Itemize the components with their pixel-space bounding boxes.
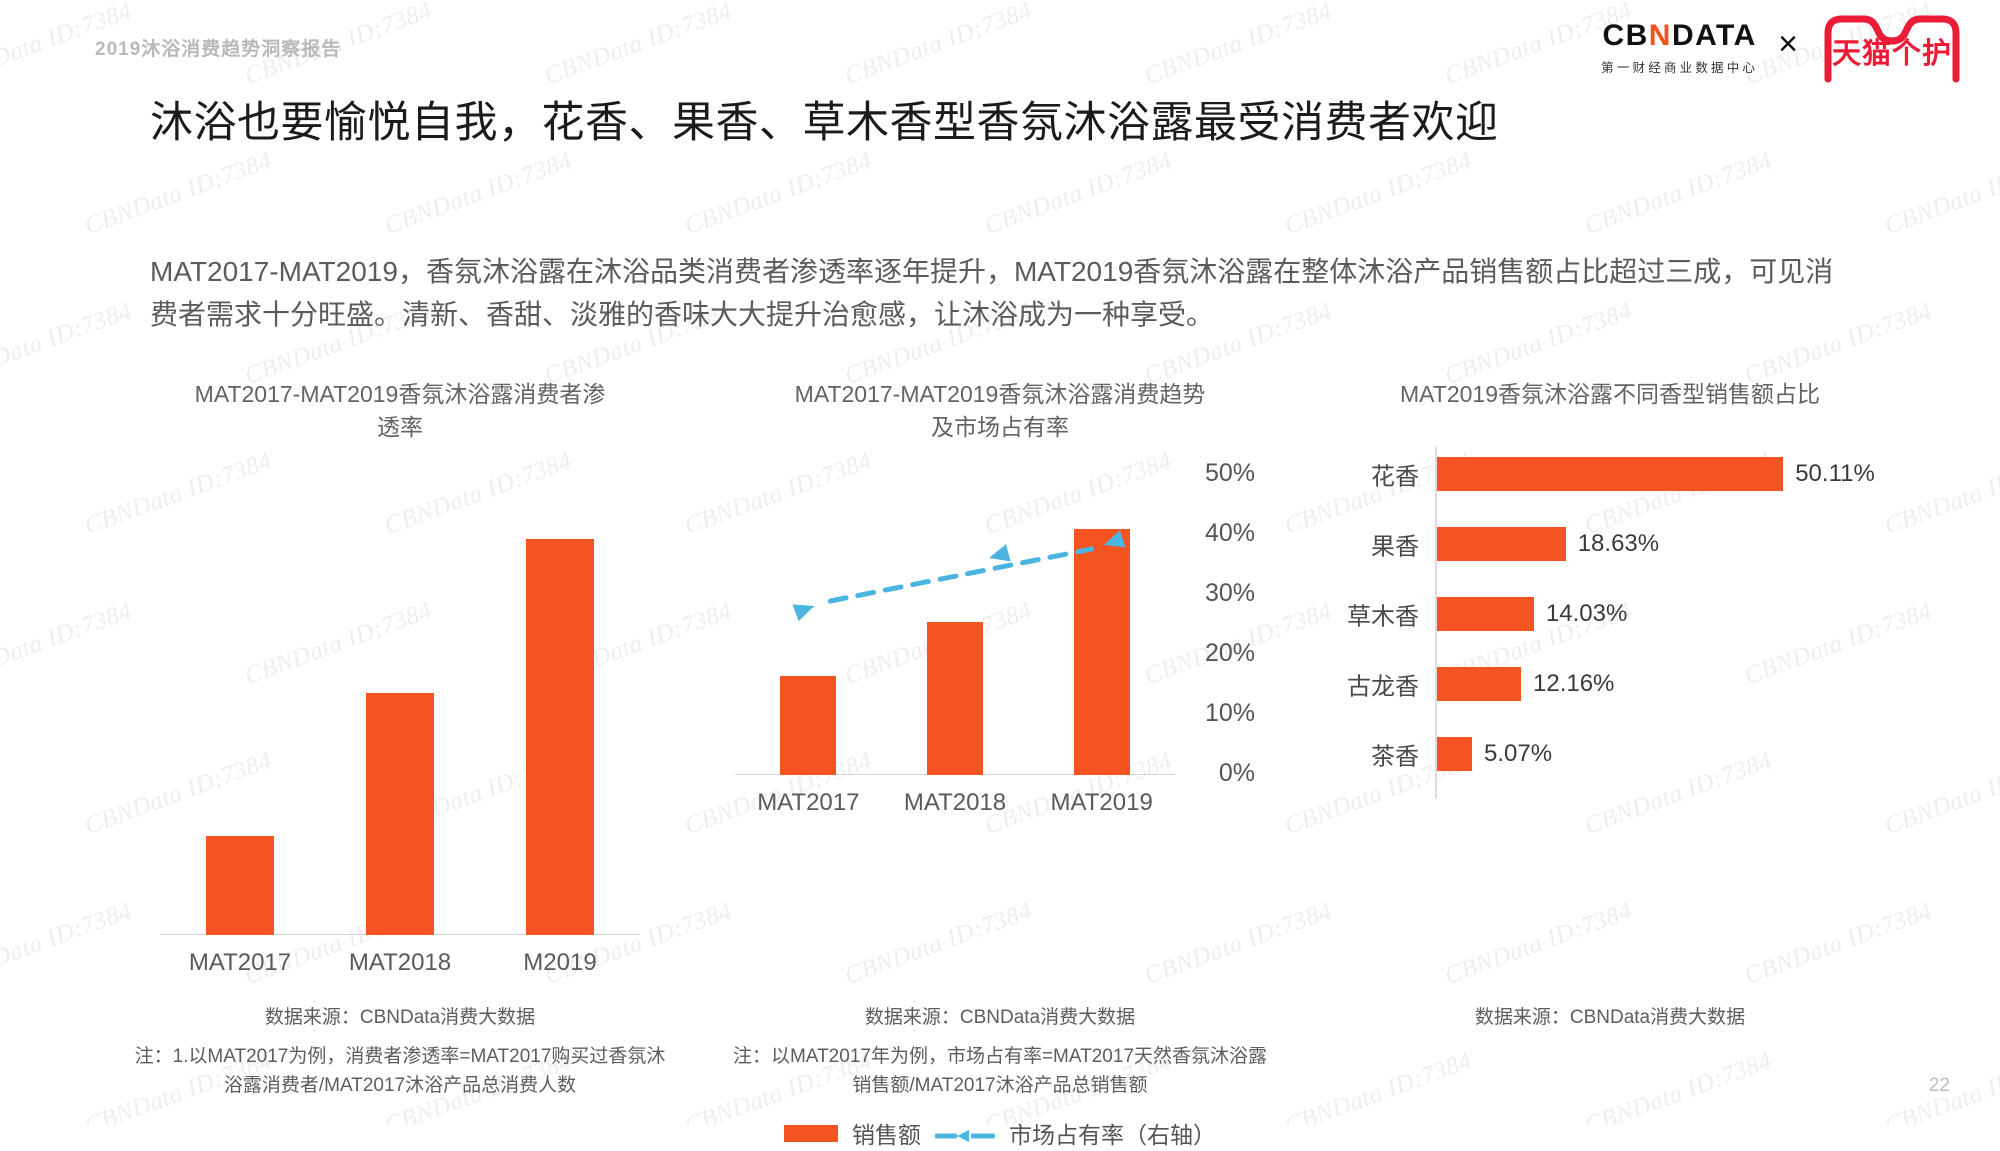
watermark-text: CBNData ID:7384 (1281, 147, 1476, 240)
chart3-bar (1437, 457, 1784, 492)
chart3-source: 数据来源：CBNData消费大数据 (1474, 1007, 1746, 1028)
chart2-note: 注：以MAT2017年为例，市场占有率=MAT2017天然香氛沐浴露销售额/MA… (732, 1046, 1268, 1096)
chart3-row: 茶香 5.07% (1300, 719, 1920, 789)
chart1-source: 数据来源：CBNData消费大数据 (264, 1007, 536, 1028)
chart2-legend: 销售额 市场占有率（右轴） (700, 1116, 1300, 1150)
logo-separator-icon: × (1778, 25, 1798, 63)
chart2-trendline-path (827, 546, 1095, 604)
page-number: 22 (1928, 1075, 1950, 1096)
chart3-bar (1437, 737, 1473, 772)
chart3-category-label: 茶香 (1371, 743, 1419, 771)
chart3-title: MAT2019香氛沐浴露不同香型销售额占比 (1399, 381, 1820, 407)
watermark-text: CBNData ID:7384 (1141, 897, 1336, 990)
chart3-row: 花香 50.11% (1300, 439, 1920, 509)
chart-panel-penetration: MAT2017-MAT2019香氛沐浴露消费者渗透率 MAT2017 MAT201… (100, 378, 700, 976)
watermark-text: CBNData ID:7384 (541, 0, 736, 90)
chart2-plot: MAT2017 MAT2018 MAT2019 50% 40% 30% 20% 10% 0% (700, 459, 1300, 816)
watermark-text: CBNData ID:7384 (1281, 1047, 1476, 1125)
tmall-cat-ears-icon (1824, 15, 1960, 83)
chart2-trendline-arrow-left (792, 604, 815, 621)
tmall-logo-text: 天猫个护 (1831, 38, 1952, 70)
chart3-value-label: 14.03% (1545, 600, 1628, 628)
chart2-source: 数据来源：CBNData消费大数据 (864, 1007, 1136, 1028)
chart2-x-label: MAT2019 (1050, 788, 1153, 816)
watermark-text: CBNData ID:7384 (1581, 147, 1776, 240)
chart2-sales-bar (780, 675, 837, 775)
legend-label-market-share: 市场占有率（右轴） (1009, 1122, 1216, 1148)
chart2-sales-bar (1073, 528, 1130, 775)
cbndata-wordmark: CB N DATA (1602, 18, 1757, 52)
watermark-text: CBNData ID:7384 (841, 0, 1036, 90)
cbndata-wordmark-part1: CB (1602, 18, 1649, 52)
chart2-y-tick: 0% (1218, 758, 1255, 787)
chart2-x-label: MAT2017 (757, 788, 860, 816)
chart3-row: 古龙香 12.16% (1300, 649, 1920, 719)
cbndata-subtitle: 第一财经商业数据中心 (1601, 60, 1759, 75)
chart1-columns: MAT2017 MAT2018 M2019 (160, 495, 640, 976)
chart1-bar (526, 538, 594, 935)
chart3-row: 草木香 14.03% (1300, 579, 1920, 649)
chart2-y-axis: 50% 40% 30% 20% 10% 0% (1175, 459, 1285, 787)
watermark-text: CBNData ID:7384 (1441, 897, 1636, 990)
watermark-text: CBNData ID:7384 (0, 297, 136, 390)
chart2-title: MAT2017-MAT2019香氛沐浴露消费趋势及市场占有率 (794, 381, 1206, 441)
chart2-y-tick: 30% (1204, 578, 1255, 607)
chart1-x-label: M2019 (523, 948, 597, 976)
chart-panel-scent-mix: MAT2019香氛沐浴露不同香型销售额占比 花香 50.11% 果香 18.63% 草木… (1300, 378, 1920, 839)
watermark-text: CBNData ID:7384 (1741, 897, 1936, 990)
chart3-axis-line (1435, 447, 1437, 800)
chart1-title: MAT2017-MAT2019香氛沐浴露消费者渗透率 (194, 381, 606, 441)
chart3-value-label: 5.07% (1484, 740, 1553, 768)
chart2-columns: MAT2017 MAT2018 MAT2019 (735, 475, 1175, 816)
tmall-personal-care-logo: 天猫个护 (1818, 13, 1966, 83)
watermark-text: CBNData ID:7384 (1581, 1047, 1776, 1125)
chart2-trendline-arrow-mid (989, 543, 1011, 562)
watermark-text: CBNData ID:7384 (981, 147, 1176, 240)
watermark-text: CBNData ID:7384 (841, 897, 1036, 990)
chart2-market-share-trendline (792, 529, 1126, 621)
chart3-category-label: 草木香 (1347, 603, 1419, 631)
chart2-y-tick: 10% (1204, 698, 1255, 727)
chart2-y-tick: 20% (1204, 638, 1255, 667)
chart3-value-label: 18.63% (1577, 530, 1660, 558)
legend-swatch-sales (784, 1124, 838, 1142)
chart-panel-trend-share: MAT2017-MAT2019香氛沐浴露消费趋势及市场占有率 MAT2017 MA… (700, 378, 1300, 1148)
chart2-y-tick: 50% (1204, 458, 1255, 487)
chart1-bar (206, 835, 274, 935)
legend-dash-market-share-icon (934, 1124, 996, 1142)
chart3-value-label: 50.11% (1795, 460, 1875, 488)
chart1-plot: MAT2017 MAT2018 M2019 (100, 475, 700, 976)
chart3-bar (1437, 597, 1534, 632)
watermark-text: CBNData ID:7384 (81, 147, 276, 240)
chart3-bars: 花香 50.11% 果香 18.63% 草木香 14.03% 古龙香 12.16% 茶香 5.07… (1300, 439, 1920, 789)
chart3-category-label: 果香 (1371, 533, 1419, 561)
chart1-note: 注：1.以MAT2017为例，消费者渗透率=MAT2017购买过香氛沐浴露消费者… (134, 1046, 666, 1096)
chart1-x-label: MAT2018 (348, 948, 452, 976)
legend-label-sales: 销售额 (852, 1122, 921, 1148)
report-header-title: 2019沐浴消费趋势洞察报告 (95, 39, 342, 60)
cbndata-n-mark: N (1648, 18, 1672, 52)
page-title: 沐浴也要愉悦自我，花香、果香、草木香型香氛沐浴露最受消费者欢迎 (150, 99, 1499, 147)
brand-bar: CB N DATA 第一财经商业数据中心 × 天猫个护 (1601, 12, 1966, 84)
lead-paragraph: MAT2017-MAT2019，香氛沐浴露在沐浴品类消费者渗透率逐年提升，MAT… (150, 256, 1834, 331)
watermark-text: CBNData ID:7384 (681, 147, 876, 240)
chart1-bar (366, 692, 434, 935)
chart3-category-label: 花香 (1371, 463, 1419, 491)
chart3-bar (1437, 667, 1521, 702)
chart3-row: 果香 18.63% (1300, 509, 1920, 579)
chart2-y-tick: 40% (1204, 518, 1255, 547)
chart1-x-label: MAT2017 (188, 948, 292, 976)
watermark-text: CBNData ID:7384 (1881, 147, 2000, 240)
chart3-plot: 花香 50.11% 果香 18.63% 草木香 14.03% 古龙香 12.16% 茶香 5.07… (1300, 439, 1920, 839)
chart3-category-label: 古龙香 (1347, 673, 1419, 701)
watermark-text: CBNData ID:7384 (381, 147, 576, 240)
chart2-x-label: MAT2018 (903, 788, 1007, 816)
chart2-trendline-arrow-right (1103, 529, 1126, 548)
cbndata-wordmark-part2: DATA (1671, 18, 1757, 52)
cbndata-logo: CB N DATA 第一财经商业数据中心 (1601, 18, 1759, 76)
watermark-text: CBNData ID:7384 (1141, 0, 1336, 90)
chart3-value-label: 12.16% (1533, 670, 1615, 698)
chart3-bar (1437, 527, 1566, 562)
chart2-sales-bar (927, 621, 983, 775)
